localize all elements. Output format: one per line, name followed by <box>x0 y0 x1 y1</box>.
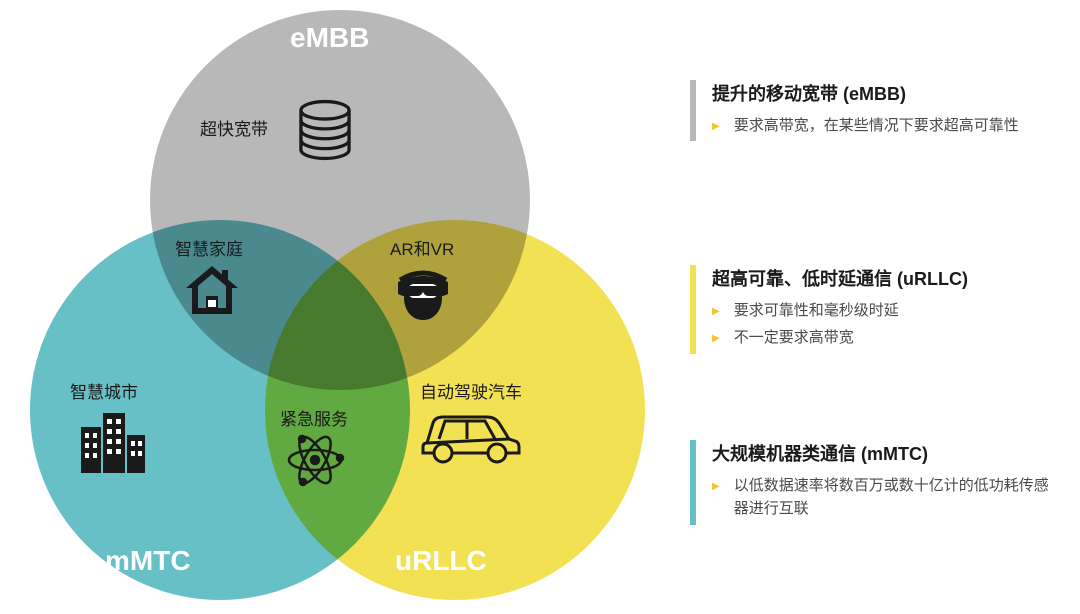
venn-title-mmtc: mMTC <box>105 545 191 577</box>
bullet-marker-icon: ▶ <box>712 331 720 347</box>
region-label-smartcity: 智慧城市 <box>70 378 138 403</box>
region-label-smarthome: 智慧家庭 <box>175 235 243 260</box>
legend-bullet: ▶要求高带宽，在某些情况下要求超高可靠性 <box>712 114 1060 137</box>
legend-bullet: ▶不一定要求高带宽 <box>712 326 1060 349</box>
legend-item-embb: 提升的移动宽带 (eMBB) ▶要求高带宽，在某些情况下要求超高可靠性 <box>690 80 1060 141</box>
car-icon <box>415 405 525 470</box>
vr-head-icon <box>388 258 458 329</box>
bullet-marker-icon: ▶ <box>712 119 720 135</box>
atom-icon <box>285 430 345 495</box>
region-label-broadband: 超快宽带 <box>200 115 268 140</box>
bullet-marker-icon: ▶ <box>712 304 720 320</box>
region-label-arvr: AR和VR <box>390 235 454 260</box>
legend-title: 提升的移动宽带 (eMBB) <box>712 80 1060 106</box>
legend-item-mmtc: 大规模机器类通信 (mMTC) ▶以低数据速率将数百万或数十亿计的低功耗传感器进… <box>690 440 1060 525</box>
house-icon <box>180 260 244 325</box>
legend-item-urllc: 超高可靠、低时延通信 (uRLLC) ▶要求可靠性和毫秒级时延 ▶不一定要求高带… <box>690 265 1060 354</box>
legend-title: 大规模机器类通信 (mMTC) <box>712 440 1060 466</box>
venn-title-embb: eMBB <box>290 22 369 54</box>
legend-bullet: ▶要求可靠性和毫秒级时延 <box>712 299 1060 322</box>
venn-title-urllc: uRLLC <box>395 545 487 577</box>
region-label-car: 自动驾驶汽车 <box>420 378 522 403</box>
legend-bullet: ▶以低数据速率将数百万或数十亿计的低功耗传感器进行互联 <box>712 474 1060 521</box>
region-label-emergency: 紧急服务 <box>280 405 348 430</box>
database-icon <box>290 95 360 170</box>
legend-title: 超高可靠、低时延通信 (uRLLC) <box>712 265 1060 291</box>
bullet-marker-icon: ▶ <box>712 479 720 495</box>
venn-diagram: eMBB mMTC uRLLC 超快宽带 智慧家庭 AR和VR <box>0 0 650 614</box>
buildings-icon <box>75 405 151 482</box>
